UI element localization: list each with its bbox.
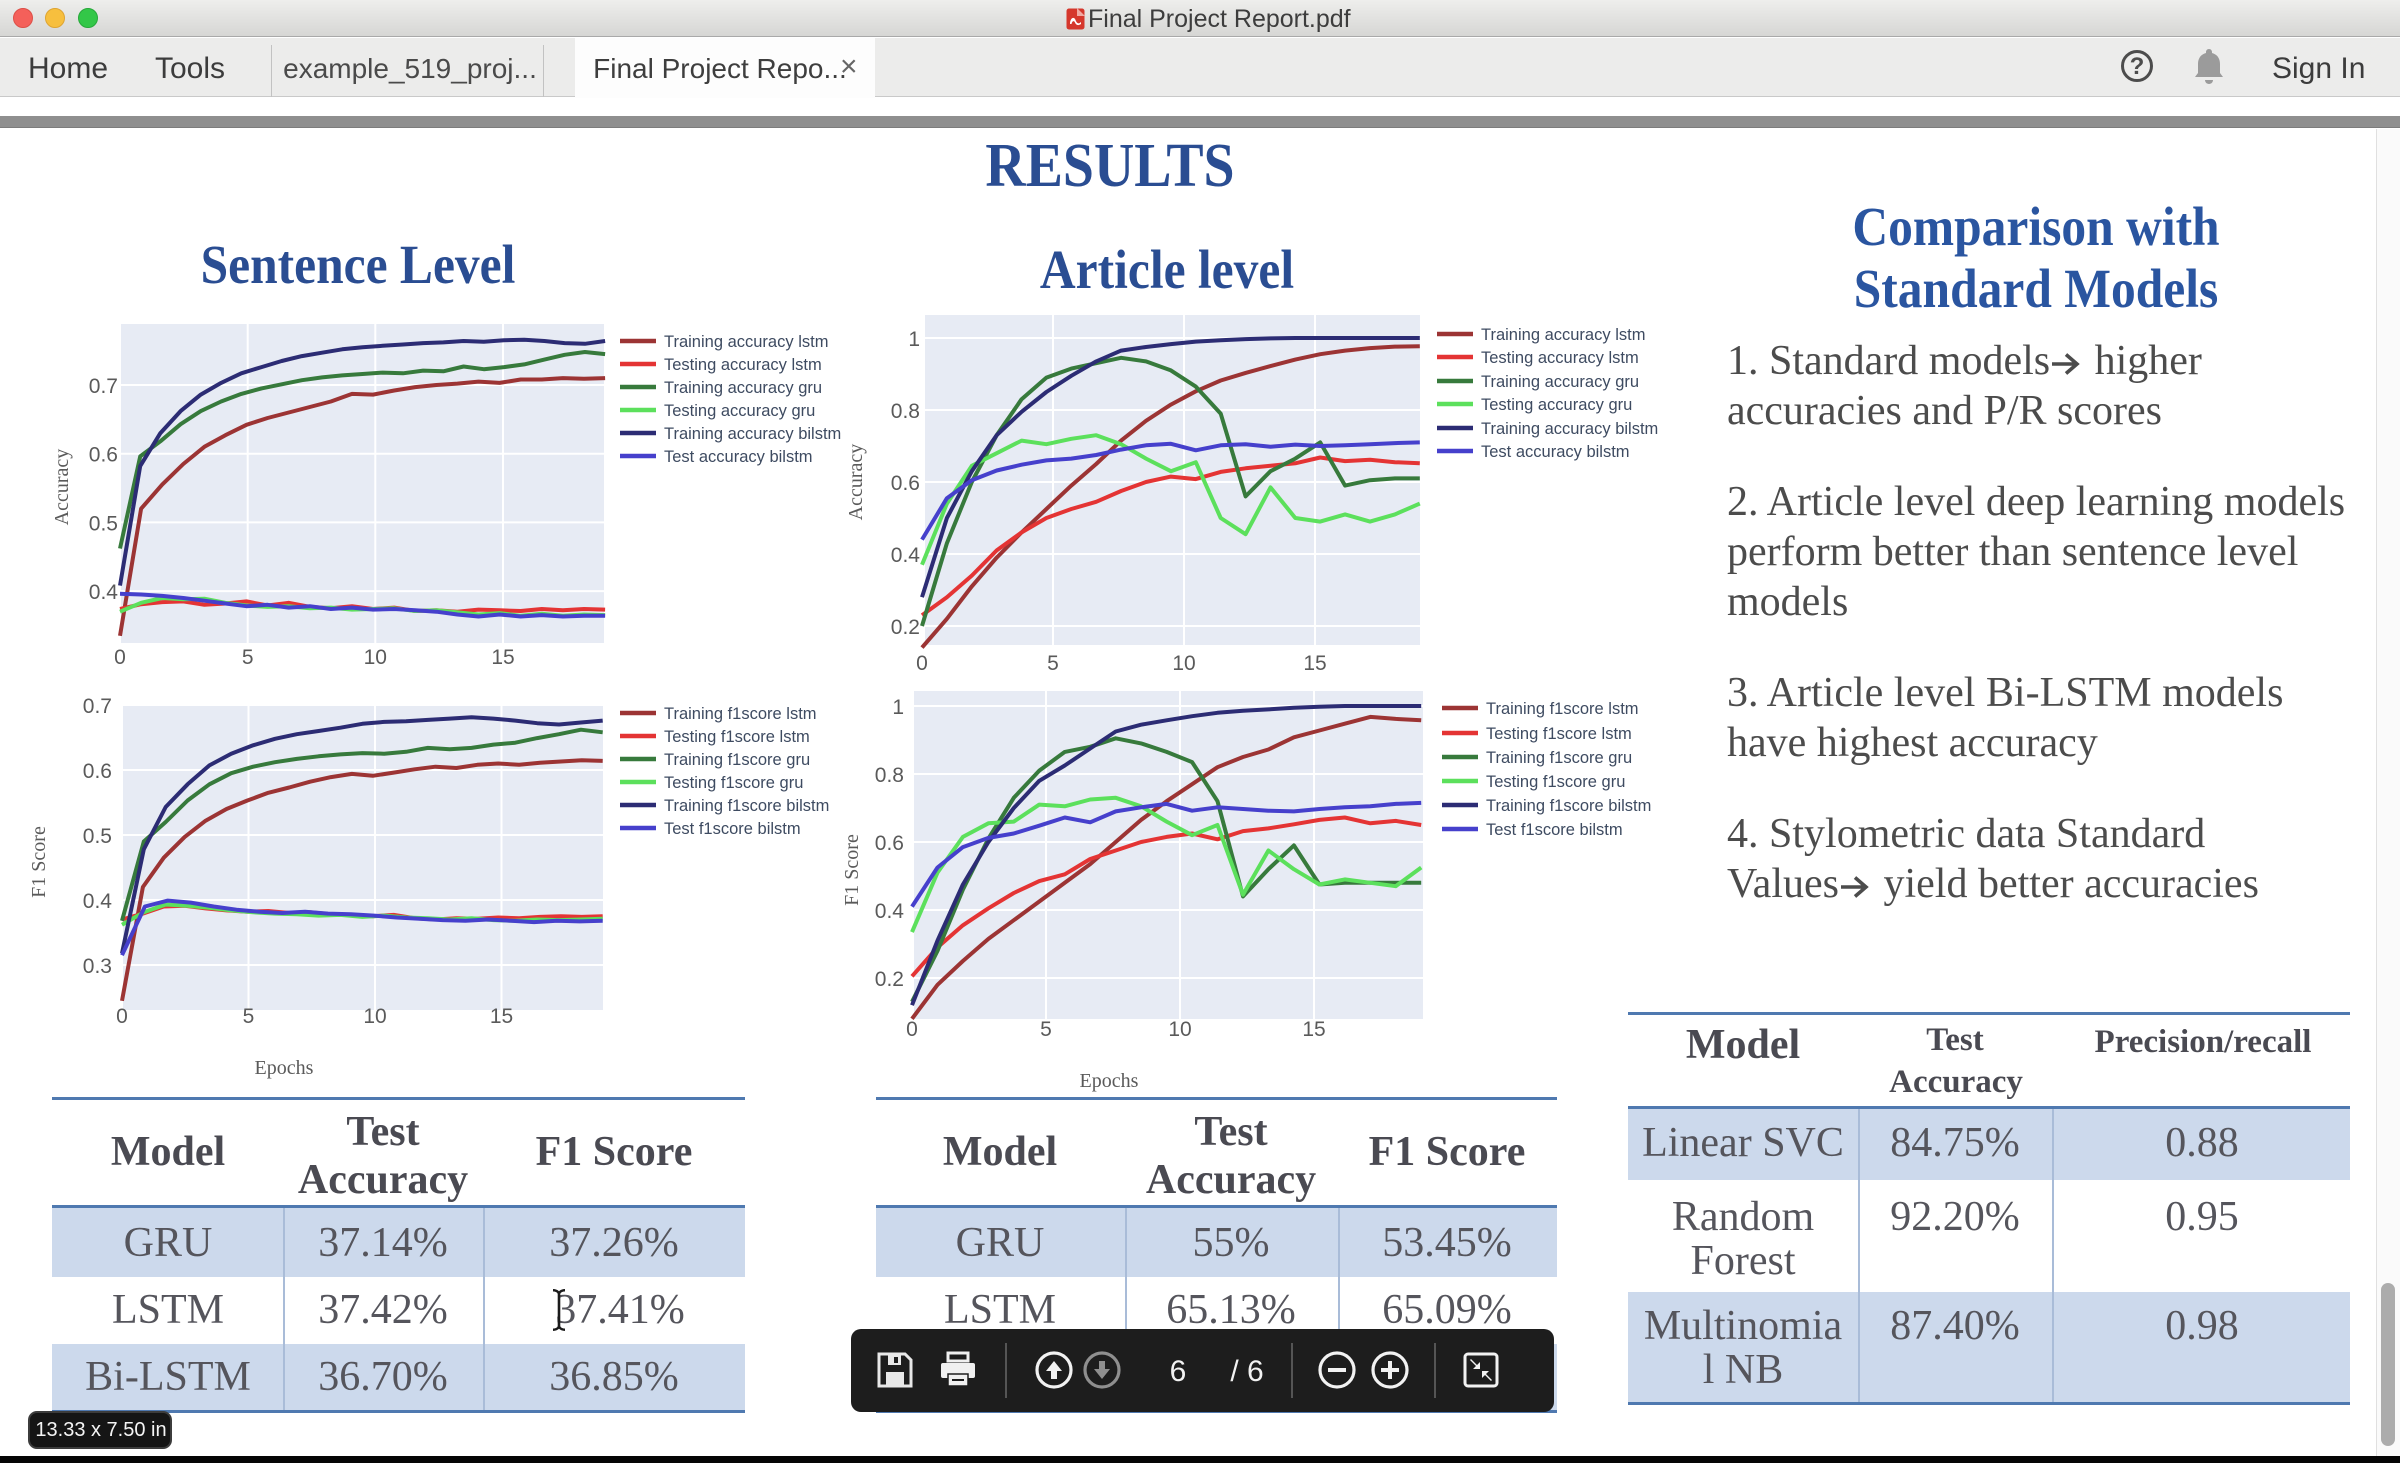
svg-text:Epochs: Epochs bbox=[255, 1057, 314, 1079]
svg-text:0.2: 0.2 bbox=[875, 968, 904, 991]
svg-text:Training accuracy lstm: Training accuracy lstm bbox=[1481, 326, 1645, 344]
svg-text:0.4: 0.4 bbox=[891, 544, 921, 567]
svg-text:0.6: 0.6 bbox=[875, 832, 904, 855]
svg-text:/ 6: / 6 bbox=[1230, 1355, 1263, 1388]
svg-text:10: 10 bbox=[363, 1005, 386, 1028]
svg-text:Test f1score bilstm: Test f1score bilstm bbox=[1486, 821, 1623, 839]
svg-text:Epochs: Epochs bbox=[1080, 1070, 1139, 1092]
svg-text:15: 15 bbox=[1302, 1018, 1325, 1041]
svg-text:Testing f1score lstm: Testing f1score lstm bbox=[664, 728, 810, 746]
svg-text:Testing f1score lstm: Testing f1score lstm bbox=[1486, 725, 1632, 743]
svg-text:0: 0 bbox=[114, 646, 126, 669]
svg-text:Training f1score lstm: Training f1score lstm bbox=[664, 705, 817, 723]
svg-text:Accuracy: Accuracy bbox=[51, 449, 73, 526]
svg-text:Training f1score gru: Training f1score gru bbox=[1486, 749, 1632, 767]
svg-text:Training f1score bilstm: Training f1score bilstm bbox=[1486, 797, 1651, 815]
svg-text:Training f1score lstm: Training f1score lstm bbox=[1486, 700, 1639, 718]
svg-text:0.7: 0.7 bbox=[83, 695, 112, 718]
svg-text:Test accuracy bilstm: Test accuracy bilstm bbox=[664, 448, 813, 466]
svg-text:Test accuracy bilstm: Test accuracy bilstm bbox=[1481, 443, 1630, 461]
svg-text:Testing accuracy lstm: Testing accuracy lstm bbox=[664, 356, 822, 374]
svg-text:Testing accuracy gru: Testing accuracy gru bbox=[664, 402, 815, 420]
svg-text:0.7: 0.7 bbox=[89, 375, 118, 398]
svg-text:Training accuracy lstm: Training accuracy lstm bbox=[664, 333, 828, 351]
svg-text:5: 5 bbox=[1047, 652, 1059, 675]
svg-text:0.8: 0.8 bbox=[875, 764, 904, 787]
svg-text:15: 15 bbox=[491, 646, 514, 669]
svg-text:5: 5 bbox=[242, 646, 254, 669]
svg-text:0.5: 0.5 bbox=[89, 512, 118, 535]
svg-text:10: 10 bbox=[1172, 652, 1195, 675]
svg-text:0.5: 0.5 bbox=[83, 825, 112, 848]
svg-text:0.6: 0.6 bbox=[891, 472, 920, 495]
svg-text:5: 5 bbox=[243, 1005, 255, 1028]
svg-text:Testing f1score gru: Testing f1score gru bbox=[664, 774, 803, 792]
svg-text:0.4: 0.4 bbox=[875, 900, 905, 923]
svg-text:0: 0 bbox=[906, 1018, 918, 1041]
svg-text:10: 10 bbox=[364, 646, 387, 669]
svg-text:0.8: 0.8 bbox=[891, 400, 920, 423]
svg-text:5: 5 bbox=[1040, 1018, 1052, 1041]
svg-text:Testing accuracy gru: Testing accuracy gru bbox=[1481, 396, 1632, 414]
svg-text:Testing accuracy lstm: Testing accuracy lstm bbox=[1481, 349, 1639, 367]
svg-text:0.6: 0.6 bbox=[83, 760, 112, 783]
svg-text:0.6: 0.6 bbox=[89, 444, 118, 467]
svg-text:10: 10 bbox=[1168, 1018, 1191, 1041]
svg-text:Training f1score gru: Training f1score gru bbox=[664, 751, 810, 769]
svg-text:F1 Score: F1 Score bbox=[841, 834, 863, 906]
svg-text:Training accuracy bilstm: Training accuracy bilstm bbox=[664, 425, 841, 443]
svg-text:1: 1 bbox=[908, 328, 920, 351]
svg-text:0: 0 bbox=[116, 1005, 128, 1028]
svg-text:0: 0 bbox=[916, 652, 928, 675]
svg-text:F1 Score: F1 Score bbox=[28, 826, 50, 898]
svg-text:15: 15 bbox=[1303, 652, 1326, 675]
svg-text:15: 15 bbox=[490, 1005, 513, 1028]
svg-text:0.3: 0.3 bbox=[83, 955, 112, 978]
svg-text:1: 1 bbox=[892, 696, 904, 719]
svg-text:6: 6 bbox=[1170, 1355, 1187, 1388]
svg-text:Testing f1score gru: Testing f1score gru bbox=[1486, 773, 1625, 791]
svg-text:Training accuracy bilstm: Training accuracy bilstm bbox=[1481, 420, 1658, 438]
svg-text:0.2: 0.2 bbox=[891, 616, 920, 639]
svg-text:Training accuracy gru: Training accuracy gru bbox=[1481, 373, 1639, 391]
svg-text:0.4: 0.4 bbox=[83, 890, 113, 913]
svg-text:0.4: 0.4 bbox=[89, 581, 119, 604]
svg-text:Test f1score bilstm: Test f1score bilstm bbox=[664, 820, 801, 838]
svg-text:Training accuracy gru: Training accuracy gru bbox=[664, 379, 822, 397]
svg-text:Training f1score bilstm: Training f1score bilstm bbox=[664, 797, 829, 815]
svg-text:Accuracy: Accuracy bbox=[845, 444, 867, 521]
